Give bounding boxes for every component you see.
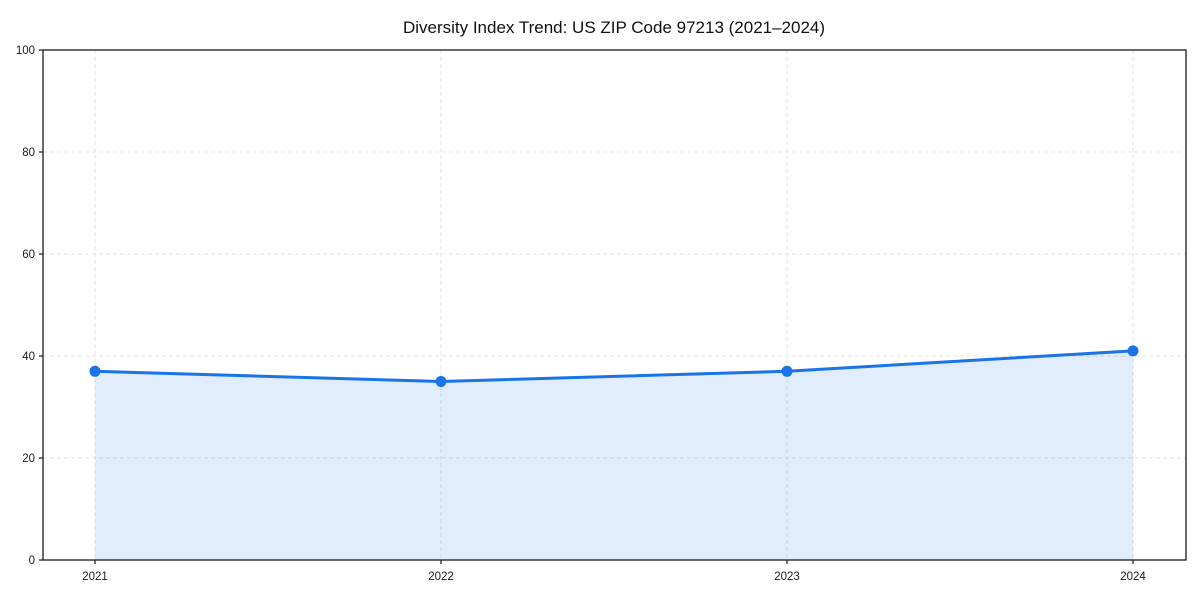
plot-border <box>42 49 1187 561</box>
y-tick-label: 60 <box>22 249 35 261</box>
x-tick-label: 2023 <box>774 571 800 583</box>
data-point-2021 <box>89 365 101 377</box>
area-fill <box>95 350 1133 560</box>
data-point-2024 <box>1127 345 1139 357</box>
y-tick-label: 100 <box>16 45 35 57</box>
data-point-2022 <box>435 376 447 387</box>
data-point-2023 <box>781 365 793 377</box>
chart-title: Diversity Index Trend: US ZIP Code 97213… <box>403 18 825 37</box>
x-tick-label: 2024 <box>1120 571 1146 583</box>
y-tick-label: 40 <box>22 351 35 363</box>
x-tick-label: 2021 <box>82 571 108 583</box>
y-tick-label: 0 <box>29 555 35 567</box>
y-tick-label: 20 <box>22 453 35 465</box>
y-tick-label: 80 <box>22 147 35 159</box>
trend-line <box>93 349 1135 383</box>
plot-area: 0 20 40 60 80 100 2021 2022 2023 2024 <box>16 45 1187 583</box>
x-tick-label: 2022 <box>428 571 454 583</box>
